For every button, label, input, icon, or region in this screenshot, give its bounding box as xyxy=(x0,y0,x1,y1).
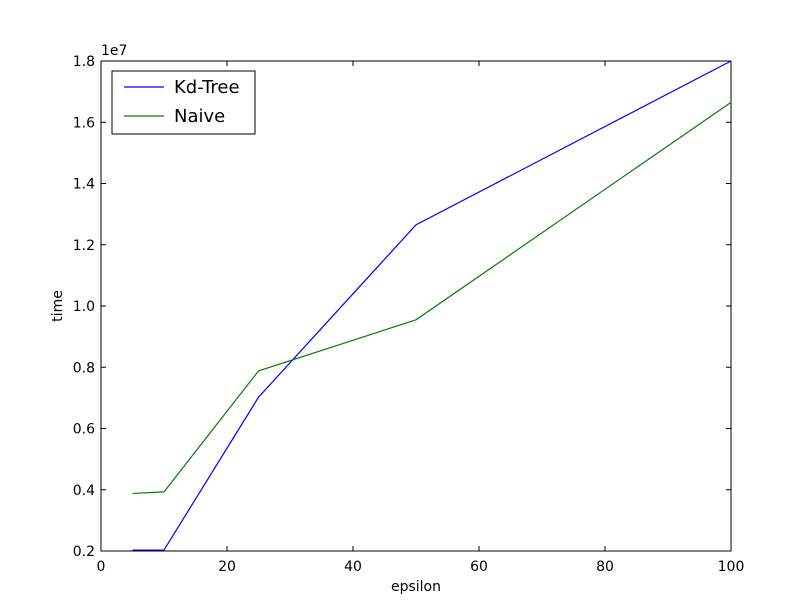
series-line-naive xyxy=(132,101,732,495)
series-line-kd-tree xyxy=(132,60,732,551)
y-tick-label: 1.4 xyxy=(73,177,95,193)
x-tick-label: 80 xyxy=(596,559,614,575)
x-tick-label: 100 xyxy=(718,559,745,575)
y-tick-label: 1.2 xyxy=(73,238,95,254)
y-tick-label: 0.8 xyxy=(73,360,95,376)
legend-label: Kd-Tree xyxy=(174,77,240,98)
y-tick-label: 1.6 xyxy=(73,115,95,131)
legend-label: Naive xyxy=(174,106,225,127)
x-axis-label: epsilon xyxy=(391,579,441,595)
y-tick-label: 0.6 xyxy=(73,422,95,438)
legend-box xyxy=(111,70,256,135)
x-tick-label: 20 xyxy=(218,559,236,575)
y-axis-label: time xyxy=(50,290,66,322)
plot-area-frame xyxy=(100,60,732,552)
y-tick-label: 0.4 xyxy=(73,483,95,499)
y-tick-label: 1.8 xyxy=(73,54,95,70)
x-tick-label: 0 xyxy=(97,559,106,575)
x-tick-label: 60 xyxy=(470,559,488,575)
y-axis-multiplier: 1e7 xyxy=(101,43,127,59)
y-tick-label: 1.0 xyxy=(73,299,95,315)
y-tick-label: 0.2 xyxy=(73,544,95,560)
x-tick-label: 40 xyxy=(344,559,362,575)
